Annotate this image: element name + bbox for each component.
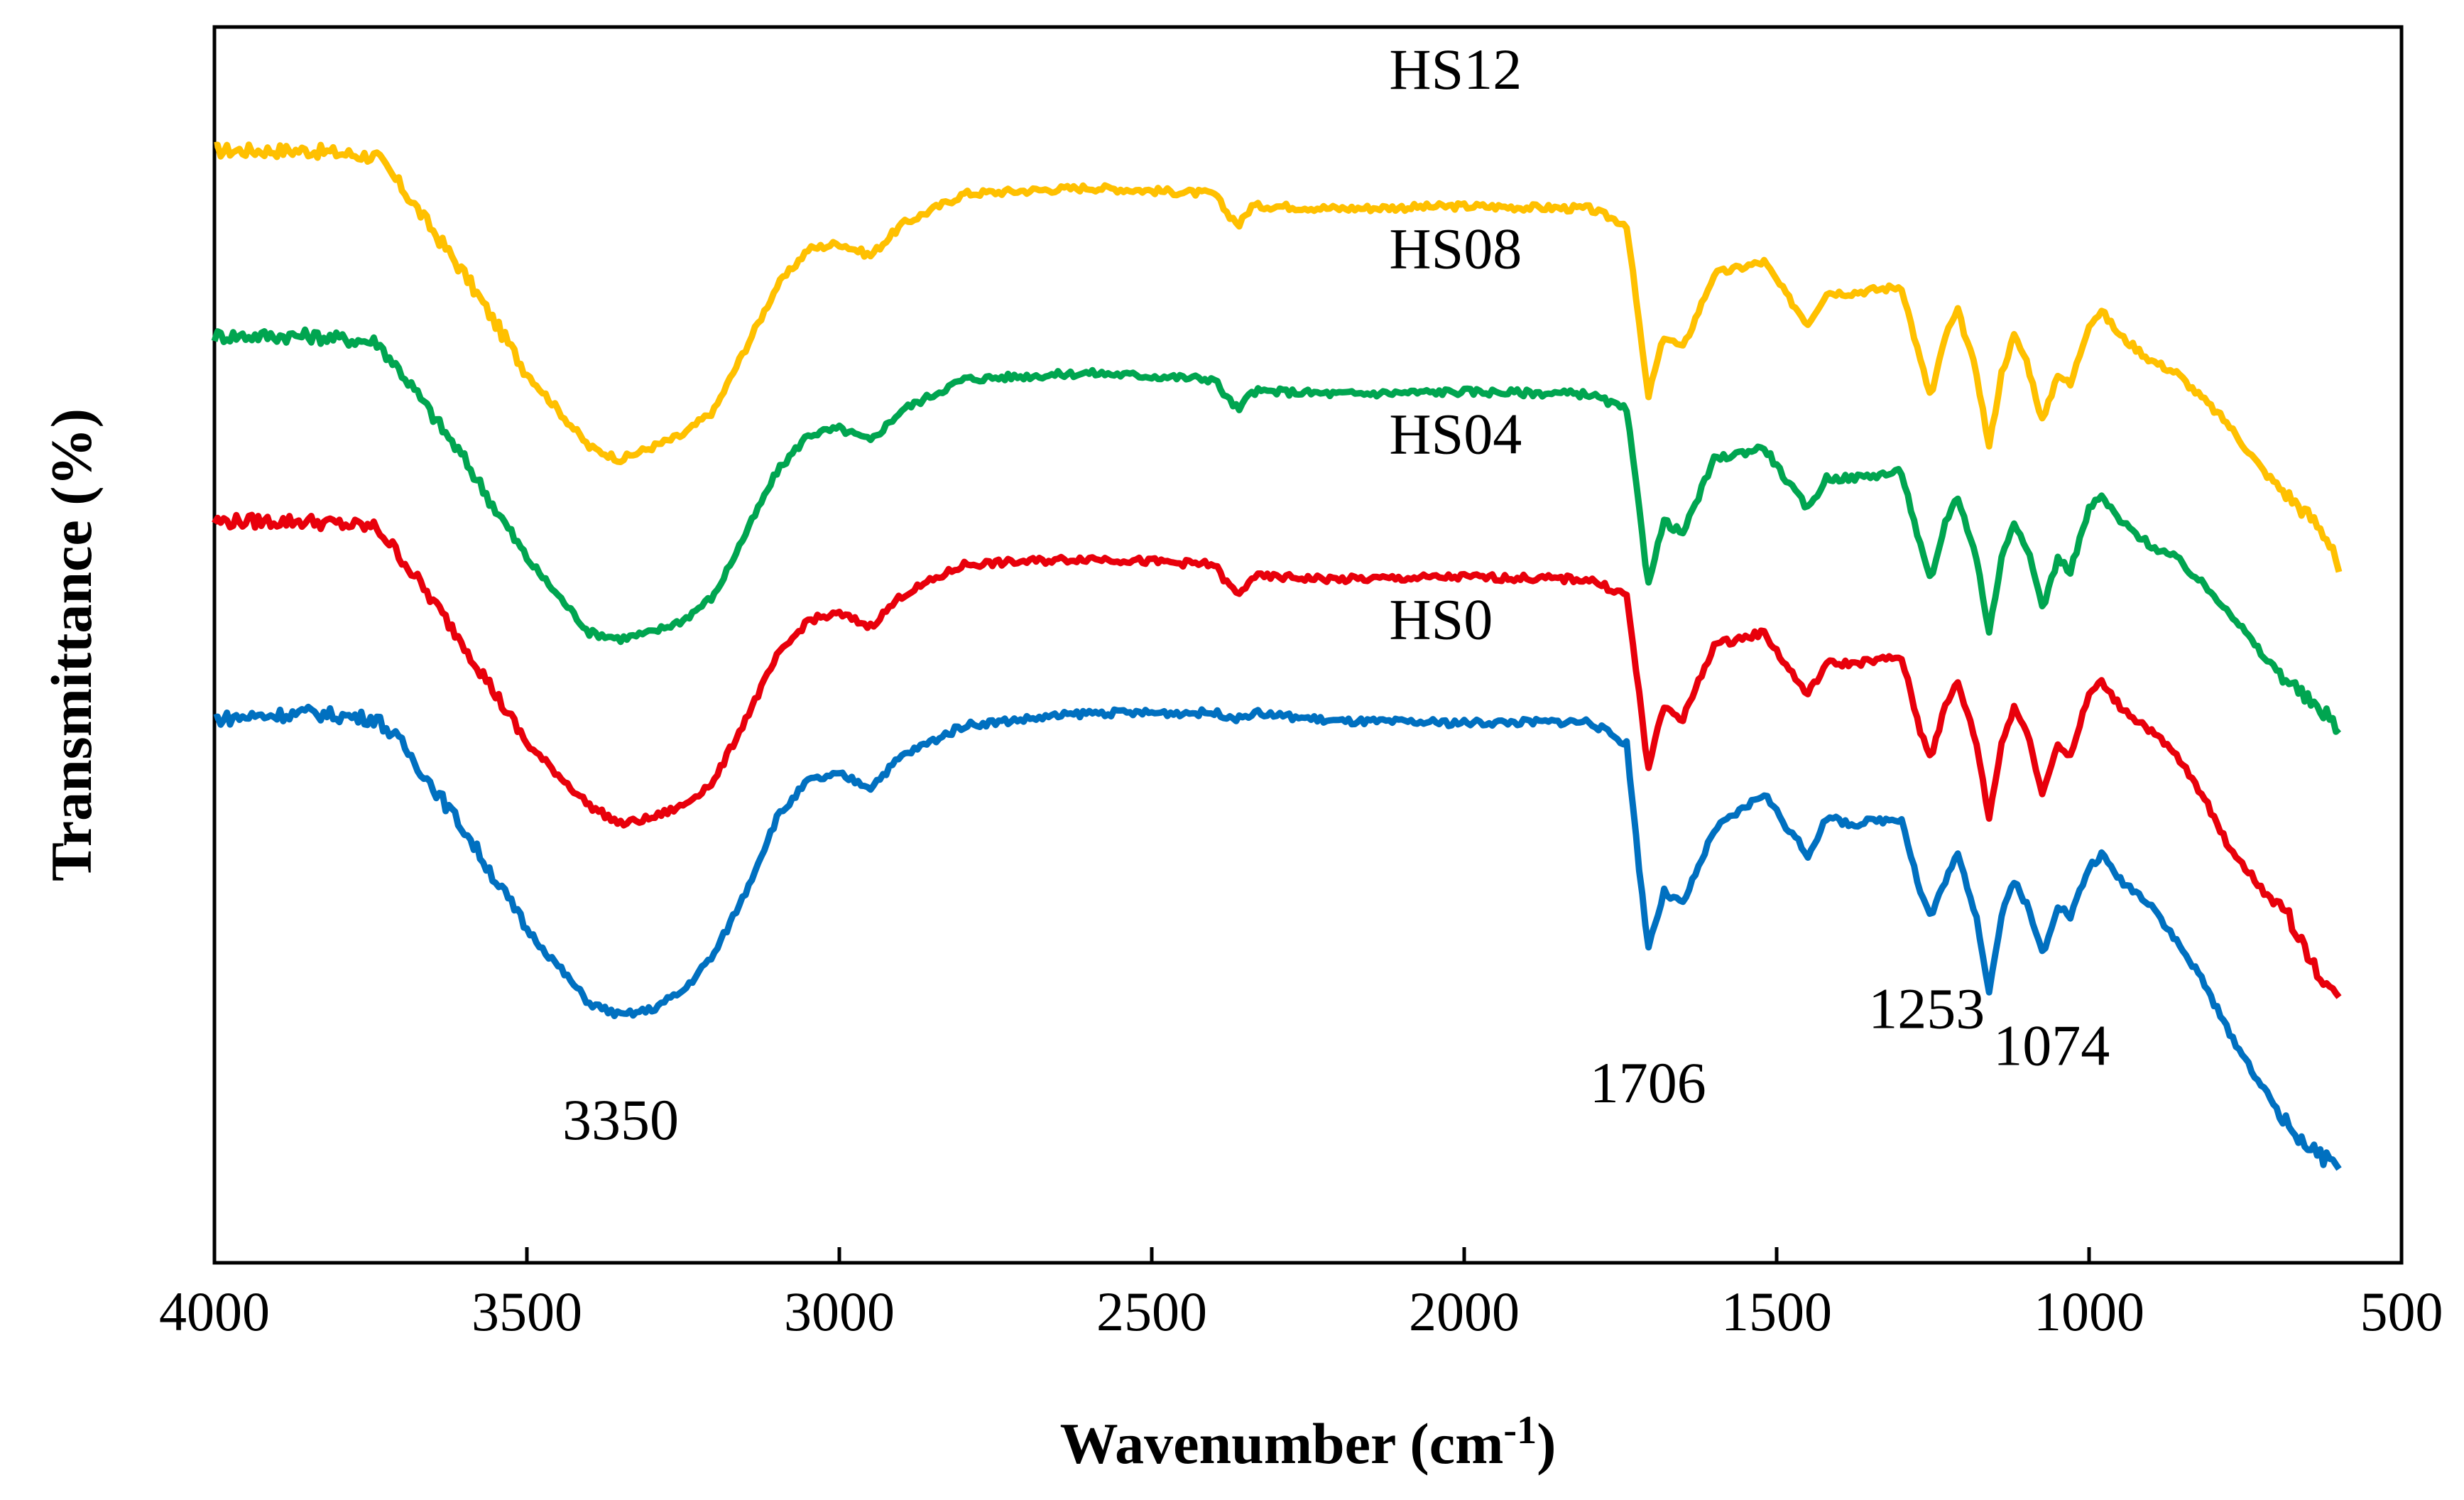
- series-label-hs08: HS08: [1389, 216, 1522, 281]
- x-tick-label: 4000: [159, 1281, 270, 1342]
- peak-annotation-1706: 1706: [1590, 1050, 1706, 1115]
- series-line-hs12: [214, 141, 2343, 573]
- series-line-hs04: [212, 511, 2342, 999]
- series-label-hs0: HS0: [1389, 587, 1493, 651]
- x-tick-label: 3500: [471, 1281, 582, 1342]
- x-tick-label: 2500: [1096, 1281, 1207, 1342]
- series-line-hs08: [211, 326, 2342, 735]
- series-labels: HS12 HS08 HS04 HS0: [1389, 37, 1522, 651]
- x-tick-label: 1000: [2034, 1281, 2144, 1342]
- x-axis-ticks: 4000 3500 3000 2500 2000 1500 1000 500: [159, 1247, 2443, 1342]
- x-tick-label: 2000: [1409, 1281, 1520, 1342]
- peak-annotation-1074: 1074: [1993, 1013, 2110, 1078]
- series-label-hs04: HS04: [1389, 401, 1522, 466]
- x-tick-label: 1500: [1721, 1281, 1832, 1342]
- y-axis-title: Transmittance (%): [39, 408, 104, 881]
- x-axis-title-main: Wavenumber (cm: [1060, 1411, 1504, 1476]
- x-axis-title-sup: -1: [1503, 1408, 1537, 1452]
- peak-annotation-3350: 3350: [562, 1087, 679, 1152]
- x-tick-label: 500: [2360, 1281, 2443, 1342]
- x-axis-title-end: ): [1537, 1411, 1556, 1476]
- series-line-hs0: [213, 703, 2342, 1171]
- x-axis-title: Wavenumber (cm-1): [1060, 1408, 1557, 1476]
- plot-frame: [212, 25, 2404, 1265]
- series-label-hs12: HS12: [1389, 37, 1522, 102]
- peak-annotation-1253: 1253: [1868, 976, 1985, 1040]
- series-layer: [211, 141, 2343, 1171]
- x-tick-label: 3000: [784, 1281, 895, 1342]
